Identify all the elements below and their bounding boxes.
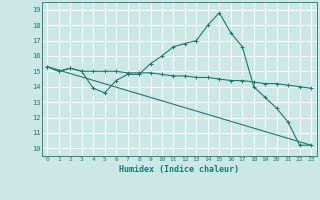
X-axis label: Humidex (Indice chaleur): Humidex (Indice chaleur) (119, 165, 239, 174)
